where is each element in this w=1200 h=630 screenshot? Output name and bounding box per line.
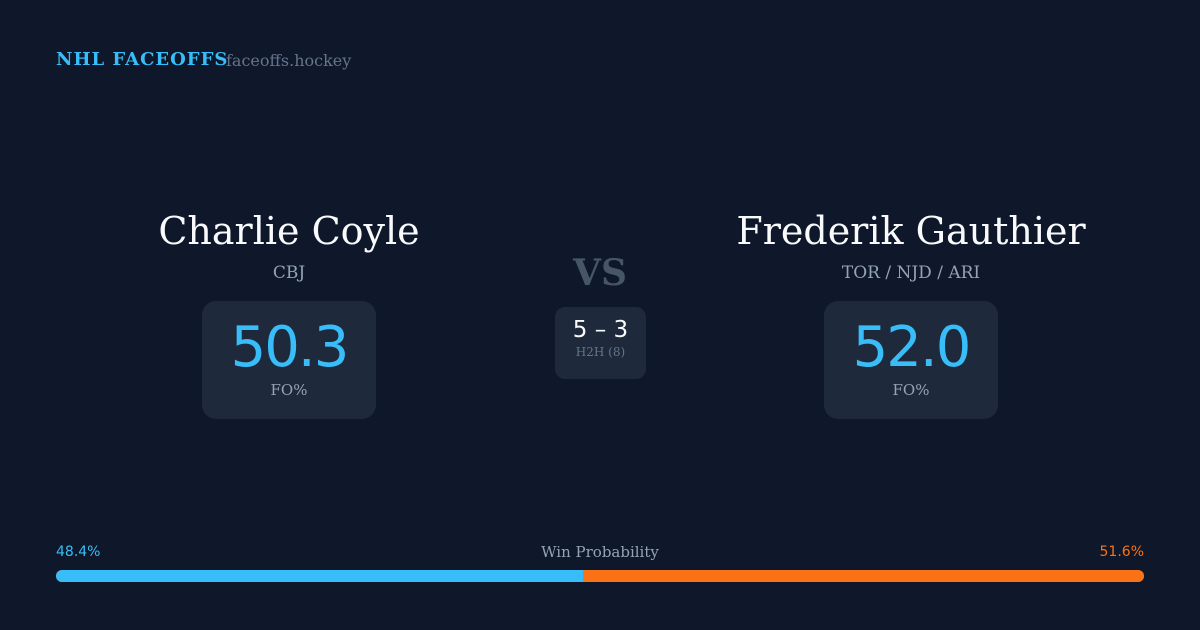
player-1-name: Charlie Coyle xyxy=(158,209,420,253)
brand-logo: NHL FACEOFFS xyxy=(56,49,229,70)
vs-label: VS xyxy=(573,252,627,294)
player-1-panel: Charlie Coyle CBJ 50.3 FO% xyxy=(39,205,539,419)
player-2-team: TOR / NJD / ARI xyxy=(841,263,981,283)
player-2-stat-card: 52.0 FO% xyxy=(824,301,998,419)
player-2-fo-pct: 52.0 xyxy=(852,315,972,380)
h2h-card: 5 – 3 H2H (8) xyxy=(555,307,646,379)
player-1-fo-label: FO% xyxy=(270,381,308,399)
win-probability-bar xyxy=(56,570,1144,582)
h2h-score: 5 – 3 xyxy=(572,317,629,343)
win-prob-bar-player-1 xyxy=(56,570,583,582)
site-url: faceoffs.hockey xyxy=(226,51,352,70)
player-1-stat-card: 50.3 FO% xyxy=(202,301,376,419)
win-prob-bar-player-2 xyxy=(582,570,1144,582)
player-2-name: Frederik Gauthier xyxy=(736,209,1086,253)
player-1-fo-pct: 50.3 xyxy=(230,315,350,380)
h2h-label: H2H (8) xyxy=(575,345,626,359)
player-1-team: CBJ xyxy=(272,263,306,283)
win-prob-label: Win Probability xyxy=(541,543,659,561)
player-2-fo-label: FO% xyxy=(892,381,930,399)
win-prob-right: 51.6% xyxy=(1099,544,1144,560)
player-2-panel: Frederik Gauthier TOR / NJD / ARI 52.0 F… xyxy=(661,205,1161,419)
win-prob-left: 48.4% xyxy=(56,544,101,560)
